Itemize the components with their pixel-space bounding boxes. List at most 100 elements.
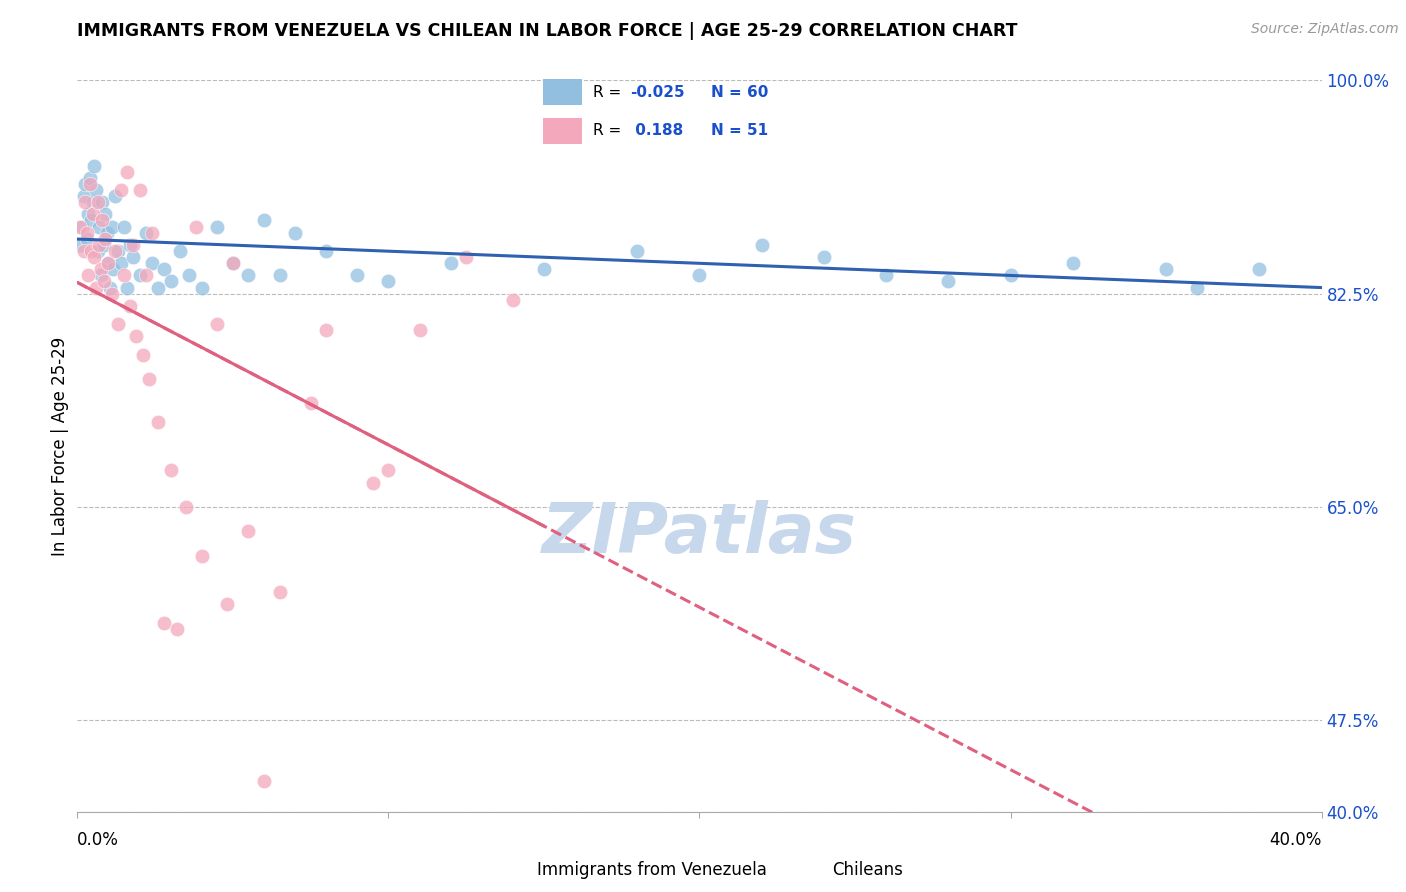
Point bbox=[98, 280, 121, 294]
Point bbox=[120, 238, 142, 252]
Point bbox=[93, 238, 115, 252]
Point bbox=[83, 159, 105, 173]
Point bbox=[184, 219, 207, 234]
Point bbox=[315, 323, 337, 337]
Point bbox=[97, 256, 120, 270]
Point bbox=[79, 177, 101, 191]
Point bbox=[75, 195, 97, 210]
Point bbox=[107, 244, 129, 258]
Point bbox=[80, 244, 103, 258]
Point bbox=[82, 195, 104, 210]
Point bbox=[90, 268, 112, 283]
Point bbox=[87, 219, 110, 234]
Text: 0.188: 0.188 bbox=[630, 123, 683, 138]
Point bbox=[135, 268, 157, 283]
Text: N = 51: N = 51 bbox=[711, 123, 769, 138]
Point bbox=[87, 238, 110, 252]
Point bbox=[110, 183, 132, 197]
Point bbox=[502, 293, 524, 307]
Point bbox=[1000, 268, 1022, 283]
Point bbox=[141, 226, 163, 240]
Point bbox=[141, 256, 163, 270]
Point bbox=[100, 286, 122, 301]
Point bbox=[69, 219, 91, 234]
Point bbox=[131, 348, 153, 362]
Point bbox=[90, 262, 112, 277]
Text: R =: R = bbox=[593, 85, 627, 100]
Point bbox=[97, 256, 120, 270]
Point bbox=[86, 195, 108, 210]
Text: R =: R = bbox=[593, 123, 627, 138]
Point bbox=[77, 207, 100, 221]
Text: Chileans: Chileans bbox=[832, 861, 903, 879]
Point bbox=[456, 250, 478, 264]
Point bbox=[115, 164, 138, 178]
Point bbox=[94, 207, 117, 221]
Point bbox=[253, 213, 276, 227]
Point bbox=[153, 262, 176, 277]
Text: N = 60: N = 60 bbox=[711, 85, 769, 100]
Y-axis label: In Labor Force | Age 25-29: In Labor Force | Age 25-29 bbox=[51, 336, 69, 556]
Point bbox=[440, 256, 463, 270]
Point bbox=[751, 238, 773, 252]
Point bbox=[96, 226, 118, 240]
Text: -0.025: -0.025 bbox=[630, 85, 685, 100]
Point bbox=[128, 183, 150, 197]
Point bbox=[122, 250, 145, 264]
Point bbox=[104, 244, 127, 258]
Point bbox=[77, 268, 100, 283]
Point bbox=[253, 774, 276, 789]
Point bbox=[101, 262, 124, 277]
Point bbox=[79, 170, 101, 185]
Point bbox=[76, 226, 98, 240]
Text: IMMIGRANTS FROM VENEZUELA VS CHILEAN IN LABOR FORCE | AGE 25-29 CORRELATION CHAR: IMMIGRANTS FROM VENEZUELA VS CHILEAN IN … bbox=[77, 22, 1018, 40]
Point bbox=[107, 317, 129, 331]
Point bbox=[72, 189, 94, 203]
Point bbox=[84, 280, 107, 294]
Point bbox=[153, 615, 176, 630]
Point bbox=[207, 317, 229, 331]
Point bbox=[138, 372, 160, 386]
Point bbox=[93, 275, 115, 289]
Bar bbox=[543, 118, 582, 144]
Point bbox=[112, 219, 135, 234]
Point bbox=[91, 213, 114, 227]
Point bbox=[169, 244, 191, 258]
Point bbox=[191, 549, 214, 563]
Point bbox=[207, 219, 229, 234]
Point bbox=[69, 238, 91, 252]
Point bbox=[80, 213, 103, 227]
Point bbox=[269, 585, 291, 599]
Point bbox=[1154, 262, 1177, 277]
Point bbox=[238, 524, 260, 539]
Point bbox=[1062, 256, 1084, 270]
Point bbox=[75, 177, 97, 191]
Point bbox=[222, 256, 245, 270]
Text: ZIPatlas: ZIPatlas bbox=[541, 500, 858, 567]
Point bbox=[222, 256, 245, 270]
Point bbox=[148, 415, 170, 429]
Point bbox=[1249, 262, 1271, 277]
Point bbox=[82, 207, 104, 221]
Point bbox=[83, 250, 105, 264]
Point bbox=[408, 323, 430, 337]
Point bbox=[315, 244, 337, 258]
Point bbox=[626, 244, 648, 258]
Point bbox=[84, 183, 107, 197]
Point bbox=[215, 598, 238, 612]
Point bbox=[166, 622, 188, 636]
Point bbox=[159, 275, 181, 289]
Text: Immigrants from Venezuela: Immigrants from Venezuela bbox=[537, 861, 766, 879]
Point bbox=[875, 268, 897, 283]
Point bbox=[94, 232, 117, 246]
Point bbox=[72, 244, 94, 258]
Point bbox=[299, 396, 322, 410]
Point bbox=[112, 268, 135, 283]
Point bbox=[135, 226, 157, 240]
Point bbox=[120, 299, 142, 313]
Point bbox=[115, 280, 138, 294]
Point bbox=[346, 268, 368, 283]
Point bbox=[86, 244, 108, 258]
Point bbox=[159, 463, 181, 477]
Point bbox=[70, 219, 93, 234]
